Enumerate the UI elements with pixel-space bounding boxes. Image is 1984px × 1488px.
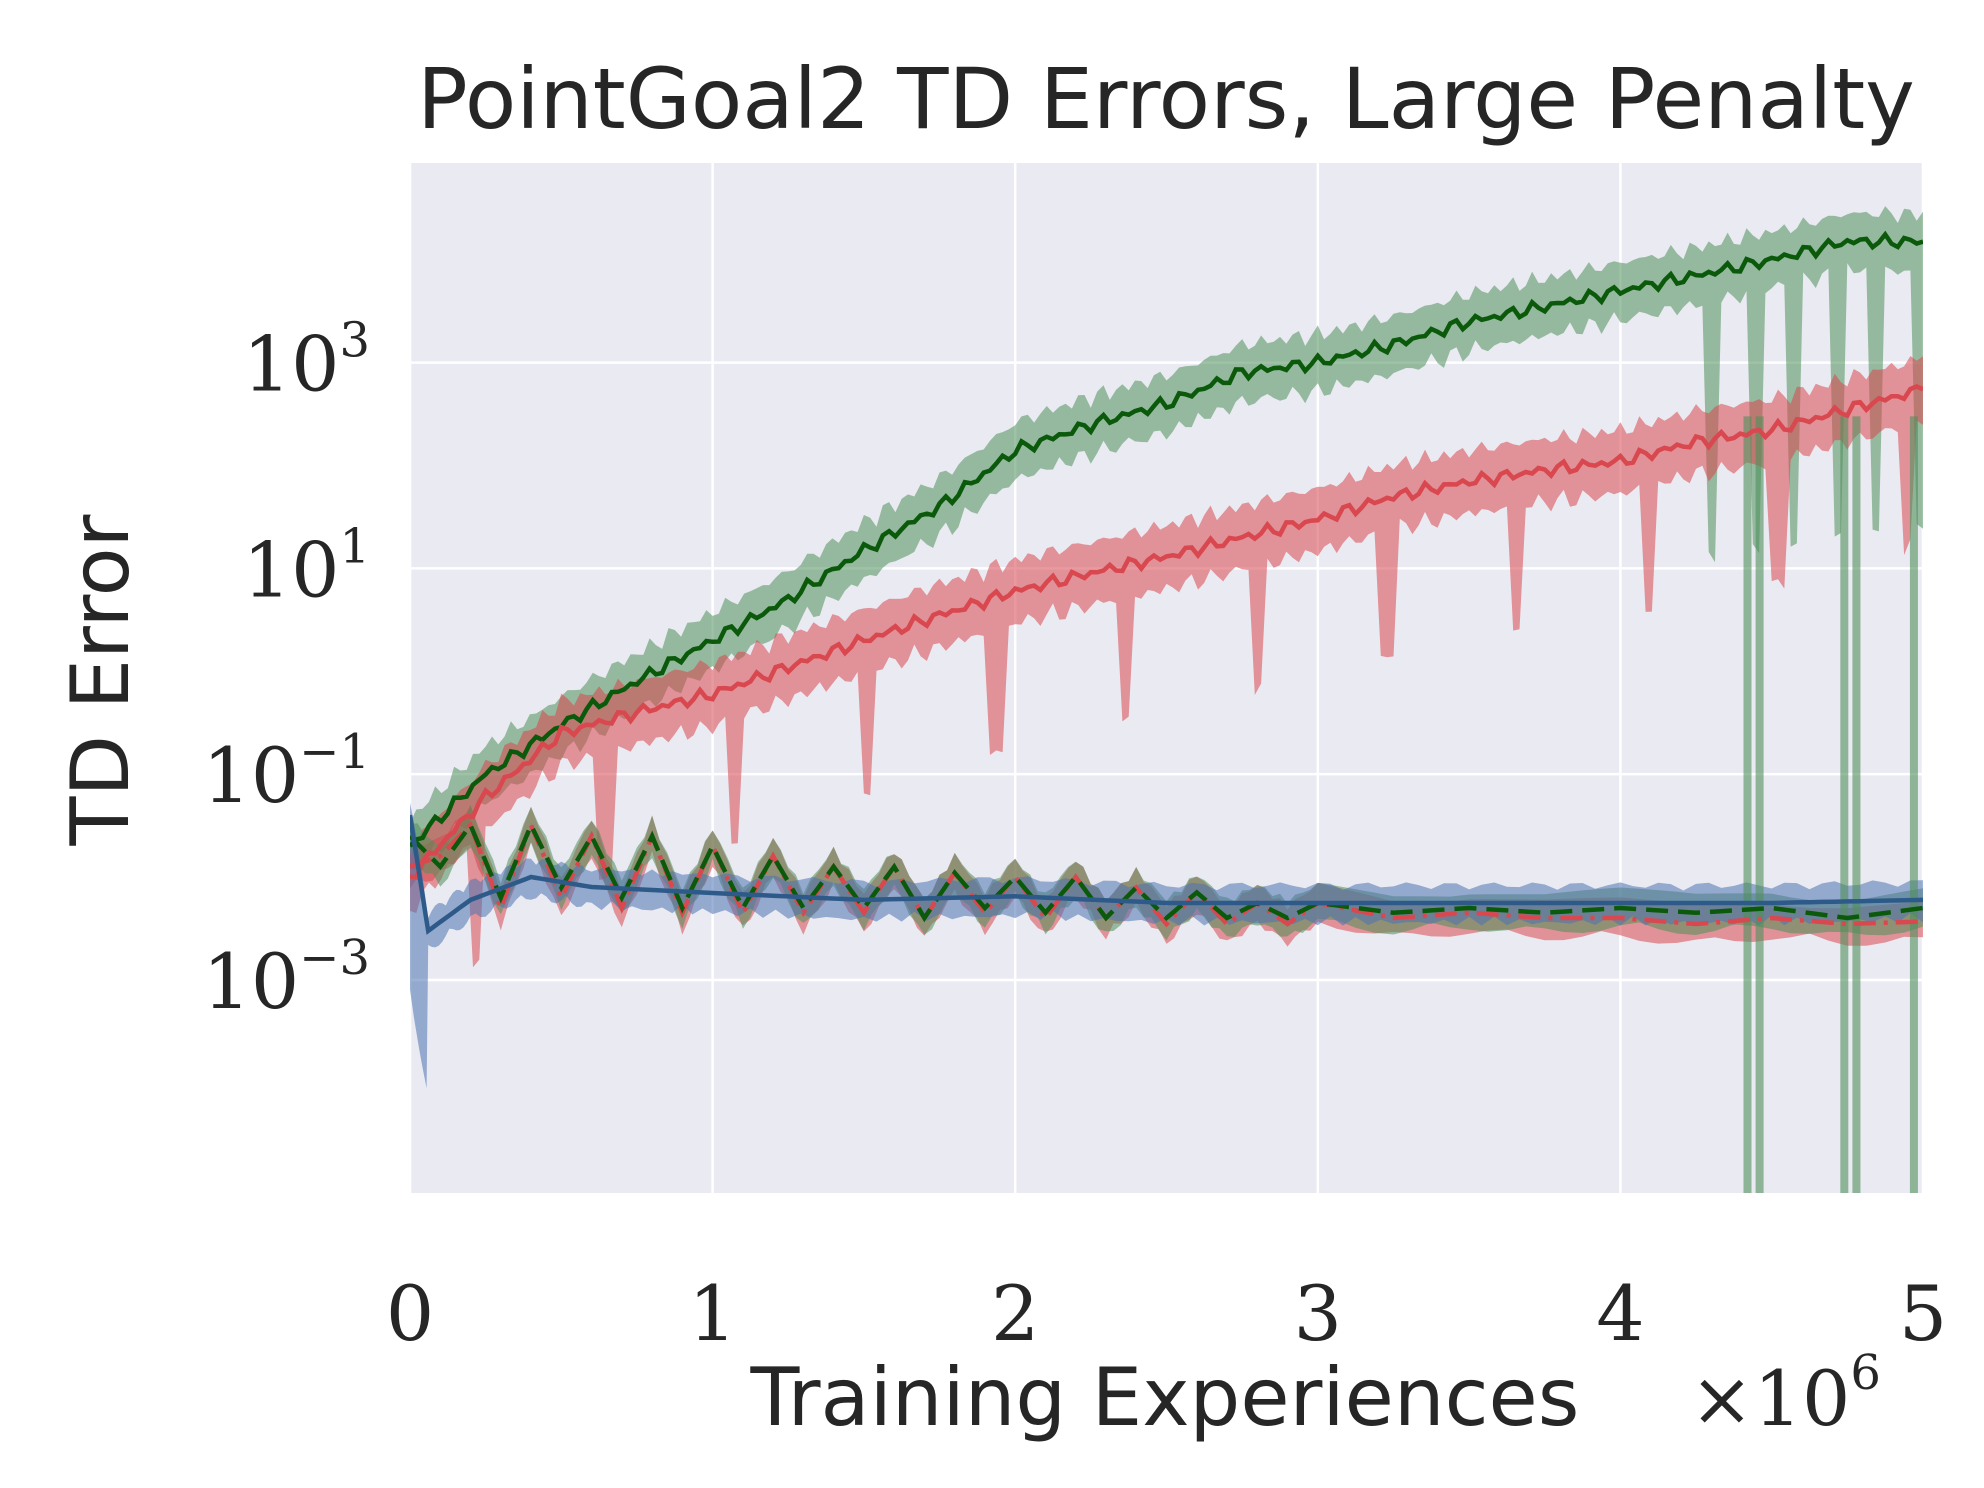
series-band-1 bbox=[410, 356, 1923, 968]
green-band-spike bbox=[1840, 416, 1849, 1193]
chart-title: PointGoal2 TD Errors, Large Penalty bbox=[417, 50, 1915, 148]
x-tick-label: 0 bbox=[386, 1269, 434, 1358]
green-band-spike bbox=[1852, 416, 1861, 1193]
y-axis-label: TD Error bbox=[54, 514, 147, 846]
series-line-3 bbox=[410, 819, 1923, 923]
x-multiplier: ×106 bbox=[1690, 1345, 1881, 1443]
series-line-4 bbox=[410, 814, 1923, 935]
green-band-spike bbox=[1909, 416, 1918, 1193]
y-tick-label: 101 bbox=[243, 518, 370, 614]
x-tick-label: 1 bbox=[688, 1269, 736, 1358]
y-tick-label: 10−3 bbox=[203, 930, 370, 1026]
bands bbox=[410, 206, 1923, 1193]
x-tick-label: 3 bbox=[1294, 1269, 1342, 1358]
series-line-2 bbox=[410, 818, 1923, 928]
x-tick-label: 2 bbox=[991, 1269, 1039, 1358]
x-tick-labels: 0 1 2 3 4 5 bbox=[386, 1269, 1947, 1358]
green-band-spike bbox=[1755, 416, 1764, 1193]
green-band-spike bbox=[1743, 416, 1752, 1193]
y-tick-label: 103 bbox=[243, 313, 370, 409]
series-lines bbox=[410, 230, 1923, 935]
x-tick-label: 4 bbox=[1596, 1269, 1644, 1358]
series-band-0 bbox=[410, 206, 1923, 871]
y-tick-labels: 103 101 10−1 10−3 bbox=[203, 313, 370, 1026]
x-tick-label: 5 bbox=[1899, 1269, 1947, 1358]
series-line-1 bbox=[410, 384, 1923, 880]
y-tick-label: 10−1 bbox=[203, 724, 370, 820]
x-axis-label: Training Experiences bbox=[750, 1351, 1580, 1444]
series-line-0 bbox=[410, 230, 1923, 848]
